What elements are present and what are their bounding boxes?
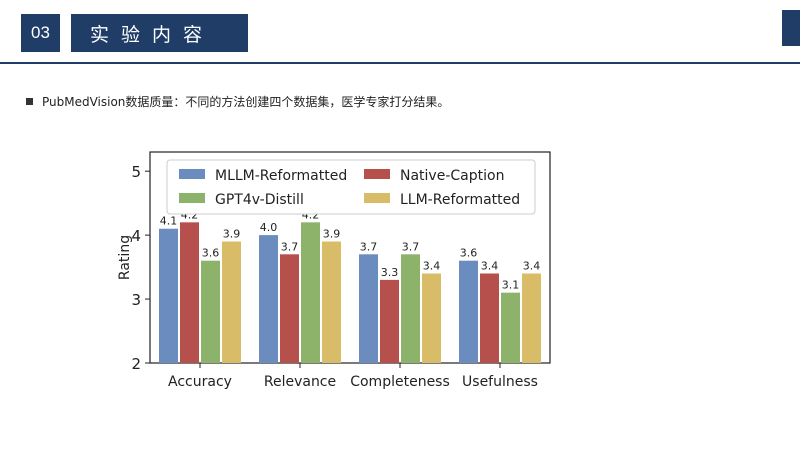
bar (259, 235, 278, 363)
section-title: 实验内容 (90, 23, 215, 46)
bar (501, 292, 520, 363)
bar (301, 222, 320, 363)
legend-label: Native-Caption (400, 168, 504, 184)
bar (459, 260, 478, 363)
plot-frame (149, 151, 551, 364)
legend-swatch (179, 169, 205, 179)
bar-value-label: 3.4 (423, 259, 441, 272)
bar-value-label: 3.7 (360, 240, 378, 253)
bar (180, 222, 199, 363)
y-tick-label: 4 (131, 227, 141, 245)
bar (359, 254, 378, 363)
y-tick-label: 3 (131, 291, 141, 309)
bar (422, 273, 441, 363)
bar-value-label: 4.1 (160, 215, 178, 228)
section-number: 03 (31, 23, 50, 42)
section-number-badge: 03 (21, 14, 60, 52)
rating-bar-chart: 2 3 4 5 Rating 4.1 4.2 3.6 3.9 Accuracy 4.0 3.7 4.2 3… (112, 150, 562, 395)
legend-box (166, 159, 536, 215)
y-tick-label: 2 (131, 355, 141, 373)
bar (222, 241, 241, 363)
bar-value-label: 3.7 (402, 240, 420, 253)
bar-value-label: 3.1 (502, 279, 520, 292)
section-title-bar: 实验内容 (71, 14, 248, 52)
bar-value-label: 4.0 (260, 221, 278, 234)
bar (159, 228, 178, 363)
square-bullet-icon (26, 97, 33, 105)
legend-swatch (179, 193, 205, 203)
bar (401, 254, 420, 363)
bar-value-label: 3.7 (281, 240, 299, 253)
x-tick-label: Relevance (264, 374, 336, 390)
legend-label: MLLM-Reformatted (215, 168, 347, 184)
header-divider (0, 62, 800, 64)
corner-accent (782, 10, 800, 46)
legend-swatch (364, 169, 390, 179)
bar-value-label: 3.6 (202, 247, 220, 260)
bar-value-label: 3.9 (323, 228, 341, 241)
bar (201, 260, 220, 363)
bar-value-label: 3.4 (481, 259, 499, 272)
bar (522, 273, 541, 363)
bar-value-label: 3.4 (523, 259, 541, 272)
legend-swatch (364, 193, 390, 203)
x-tick-label: Completeness (350, 374, 450, 390)
y-tick-label: 5 (131, 163, 141, 181)
legend-label: GPT4v-Distill (215, 192, 304, 208)
bullet-point: PubMedVision数据质量：不同的方法创建四个数据集，医学专家打分结果。 (26, 93, 449, 109)
bar-value-label: 3.6 (460, 247, 478, 260)
legend-label: LLM-Reformatted (400, 192, 520, 208)
bar (280, 254, 299, 363)
bar-value-label: 3.9 (223, 228, 241, 241)
bar (480, 273, 499, 363)
bar-value-label: 3.3 (381, 266, 399, 279)
y-axis-label: Rating (117, 235, 133, 280)
bar (322, 241, 341, 363)
x-tick-label: Accuracy (168, 374, 232, 390)
bullet-text: PubMedVision数据质量：不同的方法创建四个数据集，医学专家打分结果。 (42, 94, 450, 109)
bar (380, 279, 399, 363)
x-tick-label: Usefulness (462, 374, 538, 390)
